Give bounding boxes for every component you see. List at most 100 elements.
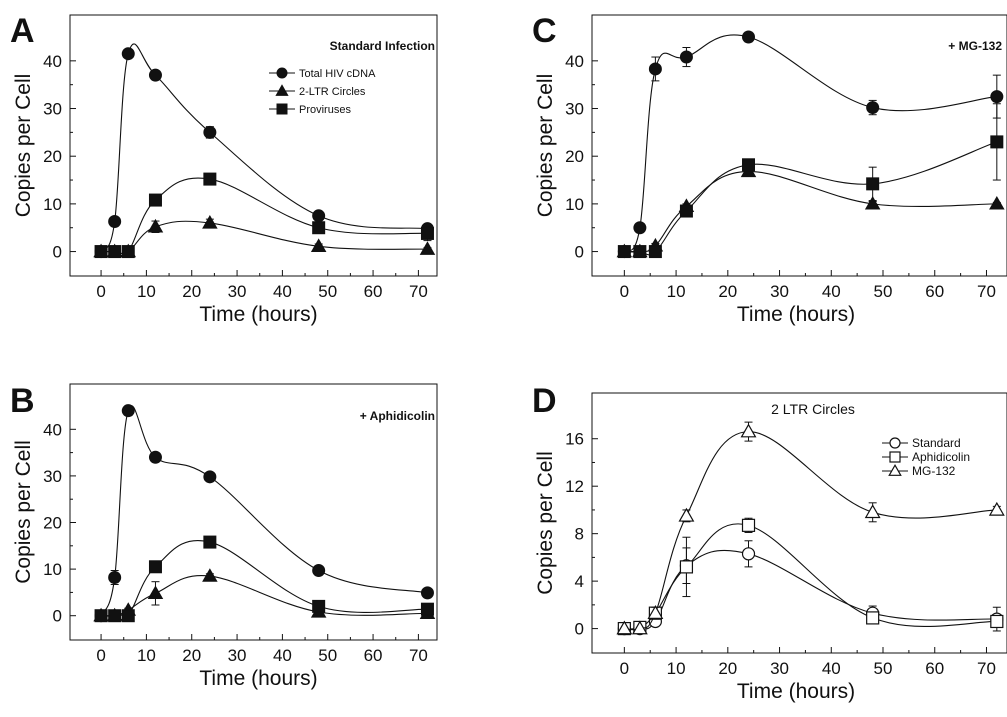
panel-b: B 0 10 20 30 40 0 10 20 30 40 50 60 70 Time (hours) Cop… [10, 382, 438, 690]
y-tick-label: 40 [43, 420, 62, 439]
panel-letter-c: C [532, 12, 557, 50]
data-point [108, 245, 122, 259]
data-point [420, 226, 434, 240]
data-point [631, 620, 648, 635]
legend-marker [889, 437, 901, 449]
x-tick-label: 50 [874, 659, 893, 678]
data-point [678, 507, 695, 522]
x-tick-label: 20 [718, 659, 737, 678]
data-point [148, 193, 162, 207]
y-tick-label: 0 [575, 243, 584, 262]
x-tick-label: 40 [822, 659, 841, 678]
x-tick-label: 40 [273, 282, 292, 301]
series-standard [617, 540, 1004, 636]
data-point [679, 560, 694, 574]
y-tick-label: 10 [43, 560, 62, 579]
x-axis-label: Time (hours) [737, 680, 855, 703]
y-tick-label: 30 [565, 100, 584, 119]
y-tick-label: 0 [53, 607, 62, 626]
series-line [101, 177, 428, 257]
data-point [679, 50, 693, 64]
data-point [147, 218, 164, 233]
x-tick-label: 60 [925, 659, 944, 678]
data-point [420, 586, 434, 600]
panel-letter-b: B [10, 382, 35, 420]
legend-marker [888, 464, 902, 476]
data-point [741, 518, 756, 532]
panel-d: D 0 4 8 12 16 0 10 20 30 40 50 60 70 Time (hours) Copie… [532, 382, 1007, 703]
data-point [148, 68, 162, 82]
y-tick-label: 10 [565, 195, 584, 214]
series-triangle [616, 163, 1005, 258]
series-line [101, 540, 428, 621]
y-tick-label: 4 [575, 572, 584, 591]
legend-entry: MG-132 [882, 464, 956, 478]
data-point [990, 135, 1004, 149]
y-tick-label: 20 [565, 147, 584, 166]
y-tick-label: 10 [43, 195, 62, 214]
series-square [94, 535, 434, 623]
y-tick-label: 30 [43, 100, 62, 119]
x-tick-label: 20 [182, 646, 201, 665]
series-aphidicolin [617, 517, 1004, 636]
legend-label: MG-132 [912, 464, 956, 478]
data-point [990, 614, 1004, 629]
data-point [203, 125, 217, 139]
data-point [648, 62, 662, 76]
data-point [203, 470, 217, 484]
data-point [312, 564, 326, 578]
y-tick-label: 12 [565, 477, 584, 496]
x-tick-label: 30 [770, 659, 789, 678]
data-point [647, 605, 664, 619]
panel-title: 2 LTR Circles [771, 401, 855, 417]
y-tick-label: 40 [565, 52, 584, 71]
data-point [147, 585, 164, 600]
data-point [988, 501, 1005, 516]
panel-title: Standard Infection [330, 39, 435, 53]
x-tick-label: 40 [822, 282, 841, 301]
y-tick-label: 20 [43, 514, 62, 533]
data-point [617, 245, 631, 259]
legend-label: Total HIV cDNA [299, 68, 376, 80]
data-point [420, 602, 434, 616]
x-tick-label: 50 [318, 282, 337, 301]
legend-entry: Standard [882, 436, 961, 450]
x-tick-label: 60 [925, 282, 944, 301]
panel-letter-a: A [10, 12, 35, 50]
data-point [121, 404, 135, 418]
x-axis-label: Time (hours) [199, 303, 317, 326]
series-line [624, 141, 998, 256]
y-axis-label: Copies per Cell [534, 74, 557, 218]
x-tick-label: 70 [409, 282, 428, 301]
x-tick-label: 50 [318, 646, 337, 665]
series-line [101, 220, 428, 255]
x-tick-label: 20 [718, 282, 737, 301]
panel-title: + Aphidicolin [360, 409, 435, 423]
data-point [648, 245, 662, 259]
plot-frame [591, 14, 1007, 277]
data-point [121, 609, 135, 623]
legend-entry: Total HIV cDNA [269, 67, 376, 80]
series-line [623, 34, 997, 252]
x-axis-label: Time (hours) [737, 303, 855, 326]
y-axis-label: Copies per Cell [12, 440, 35, 584]
data-point [866, 611, 880, 625]
y-tick-label: 0 [575, 620, 584, 639]
series-mg-132 [616, 421, 1005, 635]
legend-marker [276, 67, 288, 79]
legend-marker [275, 84, 289, 96]
data-point [633, 221, 647, 235]
data-point [148, 450, 162, 464]
data-point [741, 547, 756, 561]
legend-label: Aphidicolin [912, 450, 970, 464]
legend-label: Proviruses [299, 104, 351, 116]
x-tick-label: 60 [364, 282, 383, 301]
data-point [616, 620, 633, 635]
y-axis-label: Copies per Cell [12, 74, 35, 218]
data-point [108, 609, 122, 623]
y-tick-label: 0 [53, 243, 62, 262]
legend-marker [889, 451, 901, 463]
data-point [121, 245, 135, 259]
data-point [310, 238, 327, 252]
